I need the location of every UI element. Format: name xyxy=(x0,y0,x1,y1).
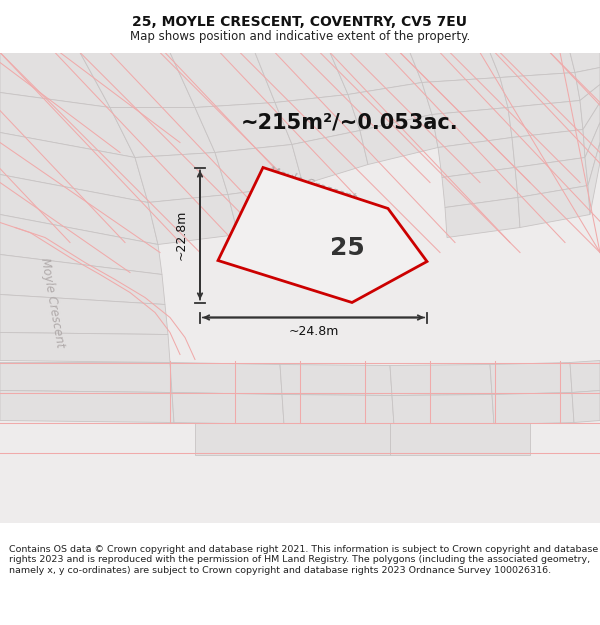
Polygon shape xyxy=(580,84,600,129)
Polygon shape xyxy=(292,131,368,184)
Polygon shape xyxy=(135,152,228,202)
Polygon shape xyxy=(390,422,530,454)
Polygon shape xyxy=(360,114,438,164)
Polygon shape xyxy=(0,92,135,158)
Text: 25: 25 xyxy=(330,236,365,260)
Polygon shape xyxy=(438,138,515,178)
Polygon shape xyxy=(392,394,494,426)
Polygon shape xyxy=(0,362,172,392)
Polygon shape xyxy=(0,214,162,274)
Polygon shape xyxy=(583,102,600,158)
Polygon shape xyxy=(490,52,575,78)
Polygon shape xyxy=(282,394,394,426)
Polygon shape xyxy=(348,82,432,131)
Polygon shape xyxy=(432,107,512,148)
Polygon shape xyxy=(0,391,174,422)
Polygon shape xyxy=(0,52,110,107)
Polygon shape xyxy=(515,158,588,198)
Polygon shape xyxy=(0,294,168,334)
Polygon shape xyxy=(572,391,600,422)
Polygon shape xyxy=(255,52,348,102)
Polygon shape xyxy=(170,362,282,394)
Text: ~24.8m: ~24.8m xyxy=(289,325,338,338)
Polygon shape xyxy=(570,52,600,72)
Polygon shape xyxy=(422,78,508,114)
Polygon shape xyxy=(508,101,583,138)
Polygon shape xyxy=(0,132,148,202)
Text: Moyle Crescent: Moyle Crescent xyxy=(38,257,67,348)
Polygon shape xyxy=(195,422,390,454)
Polygon shape xyxy=(0,254,165,304)
Polygon shape xyxy=(172,392,284,424)
Polygon shape xyxy=(228,184,310,234)
Polygon shape xyxy=(512,129,585,168)
Polygon shape xyxy=(410,52,500,82)
Polygon shape xyxy=(275,94,360,144)
Text: 25, MOYLE CRESCENT, COVENTRY, CV5 7EU: 25, MOYLE CRESCENT, COVENTRY, CV5 7EU xyxy=(133,16,467,29)
Polygon shape xyxy=(330,52,422,94)
Polygon shape xyxy=(575,68,600,101)
Text: ~215m²/~0.053ac.: ~215m²/~0.053ac. xyxy=(241,112,459,132)
Polygon shape xyxy=(570,361,600,392)
Polygon shape xyxy=(492,392,574,424)
Polygon shape xyxy=(445,198,520,238)
Polygon shape xyxy=(500,72,580,107)
Polygon shape xyxy=(518,186,590,228)
Polygon shape xyxy=(0,174,158,244)
Polygon shape xyxy=(148,194,238,244)
Polygon shape xyxy=(80,52,195,107)
Text: Contains OS data © Crown copyright and database right 2021. This information is : Contains OS data © Crown copyright and d… xyxy=(9,545,598,575)
Text: Map shows position and indicative extent of the property.: Map shows position and indicative extent… xyxy=(130,30,470,42)
Polygon shape xyxy=(490,362,572,394)
Polygon shape xyxy=(588,142,600,214)
Text: Moyle Crescent: Moyle Crescent xyxy=(267,164,357,205)
Polygon shape xyxy=(195,102,292,152)
Polygon shape xyxy=(170,52,275,107)
Polygon shape xyxy=(218,168,427,302)
Polygon shape xyxy=(585,122,600,186)
Polygon shape xyxy=(110,107,215,158)
Polygon shape xyxy=(215,144,303,194)
Polygon shape xyxy=(280,364,392,396)
Text: ~22.8m: ~22.8m xyxy=(175,210,188,260)
Polygon shape xyxy=(0,332,170,362)
Polygon shape xyxy=(390,364,492,396)
Polygon shape xyxy=(442,168,518,208)
